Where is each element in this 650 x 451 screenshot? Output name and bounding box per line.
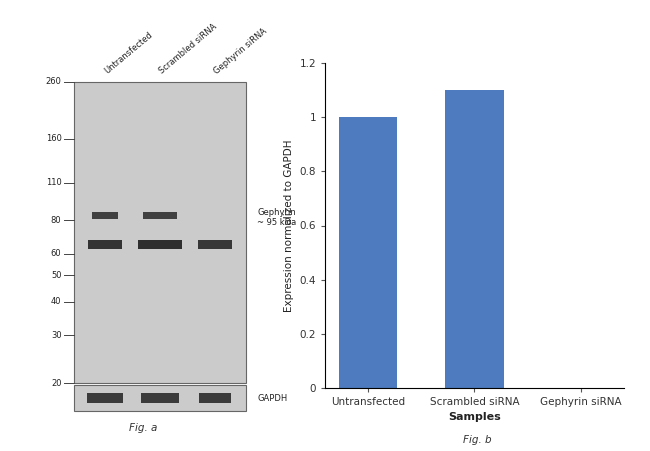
Y-axis label: Expression normalized to GAPDH: Expression normalized to GAPDH	[284, 139, 294, 312]
Bar	[74, 385, 246, 411]
Bar	[198, 240, 232, 249]
Bar	[87, 393, 124, 403]
Text: 110: 110	[46, 178, 62, 187]
Text: Gephyrin
~ 95 kDa: Gephyrin ~ 95 kDa	[257, 207, 296, 227]
Bar	[199, 393, 231, 403]
Text: 60: 60	[51, 249, 62, 258]
Bar	[143, 212, 177, 219]
Text: 260: 260	[46, 77, 62, 86]
Text: 160: 160	[46, 134, 62, 143]
Bar	[339, 117, 397, 388]
Bar	[141, 393, 179, 403]
Bar	[445, 90, 504, 388]
Text: 80: 80	[51, 216, 62, 225]
Text: 50: 50	[51, 271, 62, 280]
Text: Fig. b: Fig. b	[463, 435, 492, 445]
Text: 40: 40	[51, 297, 62, 306]
Text: Fig. a: Fig. a	[129, 423, 157, 433]
Text: Untransfected: Untransfected	[103, 30, 154, 76]
Text: Gephyrin siRNA: Gephyrin siRNA	[212, 26, 268, 76]
Text: GAPDH: GAPDH	[257, 394, 288, 403]
Bar	[92, 212, 118, 219]
X-axis label: Samples: Samples	[448, 413, 501, 423]
Text: Scrambled siRNA: Scrambled siRNA	[157, 22, 218, 76]
Text: 30: 30	[51, 331, 62, 340]
Text: 20: 20	[51, 379, 62, 388]
Bar	[88, 240, 122, 249]
Bar	[138, 240, 183, 249]
